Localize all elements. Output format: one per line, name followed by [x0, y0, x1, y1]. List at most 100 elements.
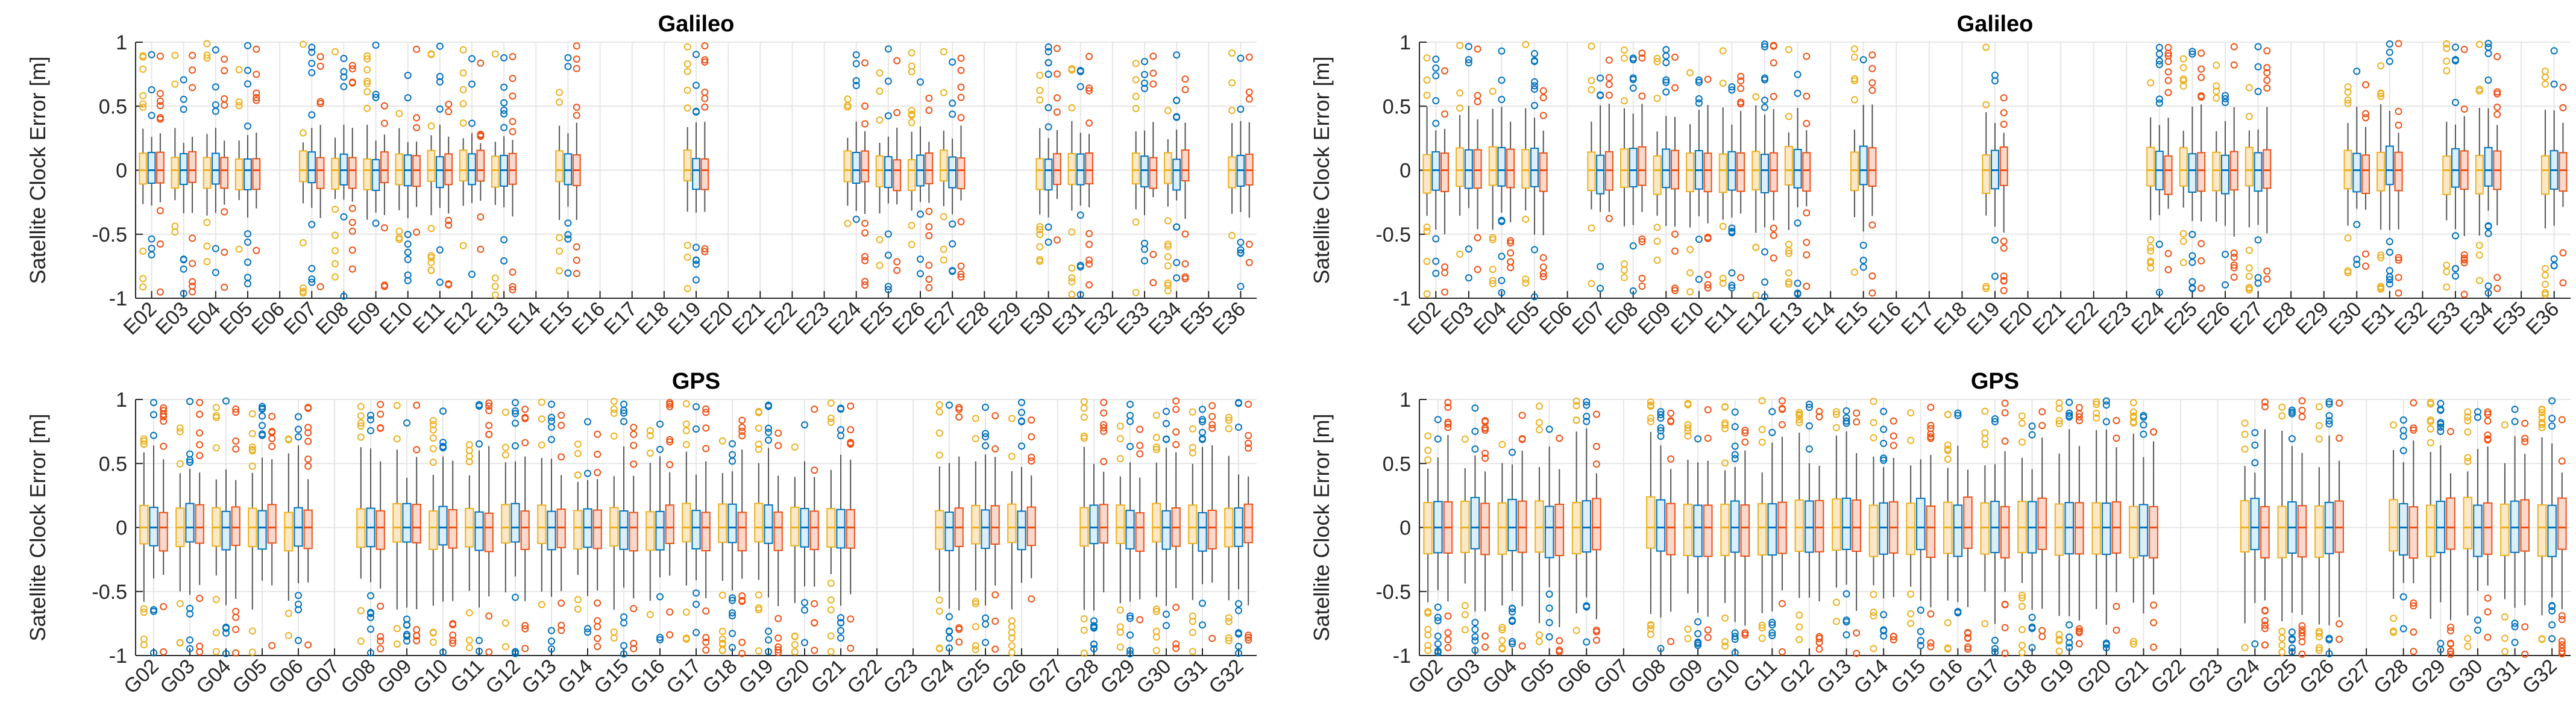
- outlier-red: [1245, 631, 1252, 639]
- outlier-blue: [1141, 79, 1148, 87]
- outlier-orange: [491, 283, 499, 290]
- outlier-orange: [940, 245, 947, 253]
- outlier-blue: [884, 45, 892, 53]
- outlier-red: [316, 99, 324, 107]
- outlier-blue: [1434, 416, 1442, 424]
- outlier-red: [774, 429, 782, 437]
- outlier-orange: [718, 646, 726, 654]
- outlier-red: [477, 131, 485, 139]
- outlier-red: [1208, 634, 1216, 642]
- outlier-red: [521, 405, 529, 413]
- outlier-red: [2336, 620, 2343, 628]
- outlier-red: [701, 42, 709, 50]
- outlier-red: [955, 413, 963, 421]
- outlier-blue: [476, 637, 483, 645]
- x-tick-label: E05: [1502, 298, 1544, 340]
- outlier-orange: [755, 591, 762, 599]
- outlier-blue: [222, 650, 230, 657]
- outlier-blue: [403, 621, 410, 629]
- outlier-blue: [439, 648, 447, 656]
- outlier-orange: [1850, 53, 1858, 61]
- outlier-red: [1539, 273, 1547, 281]
- outlier-blue: [729, 451, 736, 459]
- outlier-blue: [1694, 435, 1702, 443]
- outlier-red: [1556, 637, 1563, 645]
- outlier-orange: [1164, 253, 1172, 261]
- outlier-red: [232, 405, 240, 413]
- outlier-orange: [491, 50, 499, 58]
- box-red: [156, 151, 165, 184]
- box-blue: [2352, 152, 2361, 193]
- outlier-red: [1172, 428, 1180, 436]
- outlier-blue: [1237, 283, 1245, 290]
- outlier-blue: [1794, 89, 1802, 97]
- outlier-red: [1444, 628, 1452, 636]
- outlier-blue: [1954, 412, 1962, 419]
- outlier-blue: [765, 402, 772, 410]
- outlier-blue: [244, 258, 251, 266]
- outlier-red: [893, 108, 901, 116]
- box-blue: [691, 510, 701, 549]
- outlier-blue: [1235, 650, 1242, 657]
- outlier-blue: [512, 399, 519, 407]
- outlier-orange: [284, 631, 292, 639]
- box-orange: [573, 510, 583, 550]
- outlier-red: [2230, 43, 2238, 51]
- outlier-blue: [1917, 642, 1924, 650]
- outlier-orange: [459, 86, 467, 93]
- outlier-blue: [1761, 293, 1768, 301]
- outlier-orange: [683, 242, 691, 249]
- x-tick-label: E17: [600, 298, 642, 340]
- outlier-blue: [2102, 639, 2110, 647]
- box-blue: [852, 151, 861, 184]
- outlier-red: [445, 216, 453, 224]
- outlier-blue: [949, 268, 957, 275]
- outlier-red: [2484, 417, 2492, 425]
- outlier-orange: [827, 596, 835, 604]
- box-orange: [555, 150, 564, 183]
- outlier-blue: [2288, 435, 2296, 443]
- outlier-red: [1667, 418, 1675, 425]
- box-orange: [2475, 154, 2484, 195]
- outlier-blue: [1434, 613, 1442, 621]
- outlier-orange: [1684, 421, 1692, 428]
- box-red: [231, 506, 240, 546]
- x-tick-label: G27: [2332, 655, 2375, 698]
- x-tick-label: G13: [1812, 655, 1856, 698]
- x-tick-label: E05: [215, 298, 257, 340]
- outlier-red: [702, 634, 710, 642]
- y-tick-label: -0.5: [92, 581, 127, 604]
- outlier-red: [189, 260, 196, 268]
- outlier-blue: [1545, 590, 1553, 598]
- outlier-blue: [244, 80, 251, 88]
- outlier-blue: [1662, 58, 1670, 66]
- boxplot-e27: [939, 48, 966, 281]
- x-tick-label: G08: [1627, 655, 1670, 698]
- box-red: [1963, 496, 1973, 549]
- x-tick-label: G23: [879, 655, 922, 698]
- box-red: [701, 512, 711, 552]
- outlier-blue: [837, 405, 844, 413]
- outlier-blue: [1090, 640, 1098, 648]
- outlier-blue: [1842, 419, 1850, 427]
- outlier-red: [738, 424, 746, 431]
- outlier-red: [477, 213, 485, 221]
- box-red: [303, 509, 313, 549]
- outlier-red: [1605, 214, 1613, 222]
- outlier-blue: [1794, 280, 1802, 287]
- box-blue: [1841, 497, 1852, 550]
- outlier-blue: [244, 66, 251, 74]
- outlier-blue: [468, 80, 476, 88]
- outlier-blue: [2548, 415, 2556, 422]
- outlier-red: [485, 612, 493, 620]
- x-tick-label: G21: [806, 655, 850, 698]
- outlier-orange: [1489, 277, 1497, 284]
- outlier-orange: [1152, 434, 1160, 442]
- outlier-red: [2075, 628, 2083, 636]
- box-orange: [683, 149, 692, 182]
- outlier-orange: [1686, 69, 1694, 77]
- outlier-blue: [1471, 637, 1479, 645]
- outlier-orange: [876, 116, 884, 124]
- outlier-blue: [1465, 56, 1472, 64]
- x-tick-label: E10: [375, 298, 418, 340]
